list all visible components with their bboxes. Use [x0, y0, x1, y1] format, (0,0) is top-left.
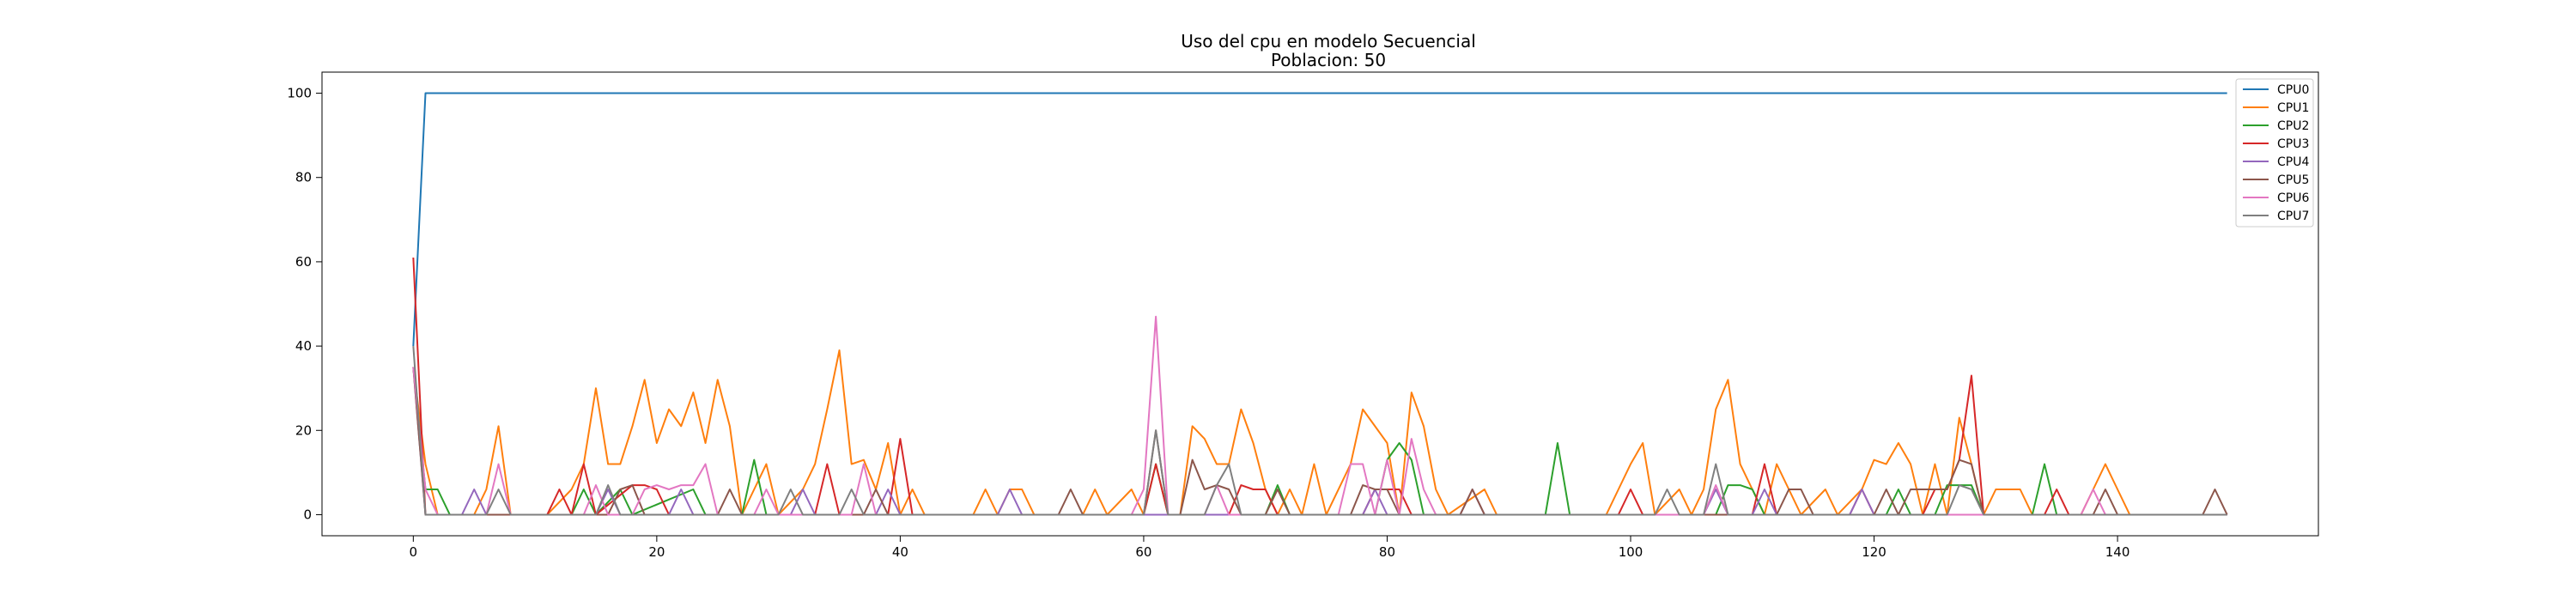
series-line-cpu4: [412, 367, 2227, 516]
chart-title-line-1: Uso del cpu en modelo Secuencial: [1181, 31, 1476, 52]
plot-area-frame: [321, 71, 2319, 537]
y-tick-label: 20: [295, 422, 312, 438]
x-tick-label: 140: [2105, 544, 2130, 560]
y-tick-label: 40: [295, 338, 312, 354]
x-tick-label: 100: [1619, 544, 1643, 560]
y-tick-label: 100: [287, 86, 312, 101]
series-line-cpu0: [412, 92, 2227, 347]
legend-label-cpu1: CPU1: [2277, 101, 2309, 115]
legend-label-cpu7: CPU7: [2277, 209, 2309, 223]
legend-label-cpu6: CPU6: [2277, 191, 2309, 205]
series-line-cpu2: [412, 367, 2227, 516]
legend-box: [2235, 78, 2314, 228]
x-tick-label: 80: [1379, 544, 1395, 560]
series-line-cpu1: [412, 349, 2227, 516]
y-tick-label: 80: [295, 170, 312, 185]
legend-label-cpu2: CPU2: [2277, 119, 2309, 133]
chart-title: Uso del cpu en modelo Secuencial Poblaci…: [1181, 31, 1476, 70]
legend-label-cpu5: CPU5: [2277, 173, 2309, 187]
legend-label-cpu3: CPU3: [2277, 137, 2309, 151]
y-tick-label: 60: [295, 254, 312, 270]
y-tick-label: 0: [303, 507, 312, 522]
x-tick-label: 60: [1135, 544, 1151, 560]
legend: CPU0 CPU1 CPU2 CPU3 CPU4 CPU5 CPU6 CPU7: [2235, 78, 2314, 228]
x-tick-label: 20: [648, 544, 665, 560]
legend-label-cpu4: CPU4: [2277, 155, 2309, 169]
x-axis: 0 20 40 60 80 100 120 140: [410, 536, 2130, 560]
y-axis: 0 20 40 60 80 100: [287, 86, 322, 522]
legend-label-cpu0: CPU0: [2277, 83, 2309, 97]
chart-title-line-2: Poblacion: 50: [1271, 50, 1386, 70]
series-layer: [412, 92, 2228, 516]
series-line-cpu3: [412, 257, 2227, 516]
x-tick-label: 120: [1862, 544, 1886, 560]
series-line-cpu7: [412, 346, 2227, 516]
x-tick-label: 0: [410, 544, 418, 560]
x-tick-label: 40: [892, 544, 908, 560]
